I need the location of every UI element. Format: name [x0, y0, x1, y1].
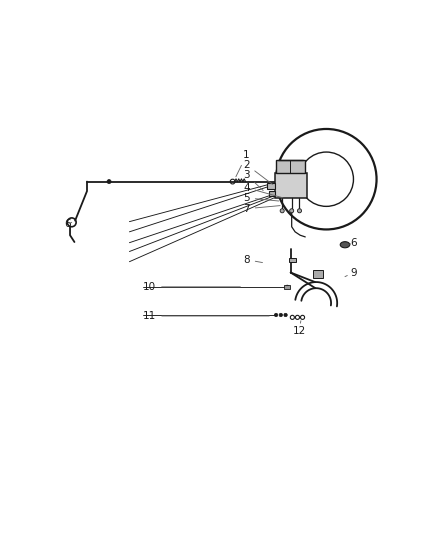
Bar [276, 160, 305, 173]
Bar [284, 285, 290, 289]
Bar [275, 173, 307, 198]
Text: 12: 12 [293, 321, 306, 336]
Text: 3: 3 [243, 170, 263, 190]
Circle shape [290, 209, 294, 213]
Circle shape [274, 313, 278, 317]
Circle shape [107, 180, 111, 184]
Text: 7: 7 [243, 204, 280, 214]
Circle shape [297, 209, 301, 213]
Bar [268, 191, 275, 196]
Circle shape [286, 285, 289, 288]
Bar [289, 259, 296, 262]
Circle shape [279, 313, 283, 317]
Text: 8: 8 [243, 255, 262, 265]
Text: 4: 4 [243, 183, 283, 198]
Text: 2: 2 [243, 159, 272, 184]
Text: 6: 6 [350, 238, 357, 248]
Circle shape [284, 313, 287, 317]
Bar [313, 270, 323, 278]
Text: 10: 10 [143, 282, 240, 292]
Bar [267, 183, 275, 189]
Text: 5: 5 [243, 193, 279, 203]
Ellipse shape [340, 241, 350, 248]
Circle shape [280, 209, 284, 213]
Text: 1: 1 [236, 150, 250, 177]
Text: 11: 11 [143, 311, 269, 321]
Text: 6: 6 [64, 220, 72, 229]
Text: 9: 9 [345, 268, 357, 278]
